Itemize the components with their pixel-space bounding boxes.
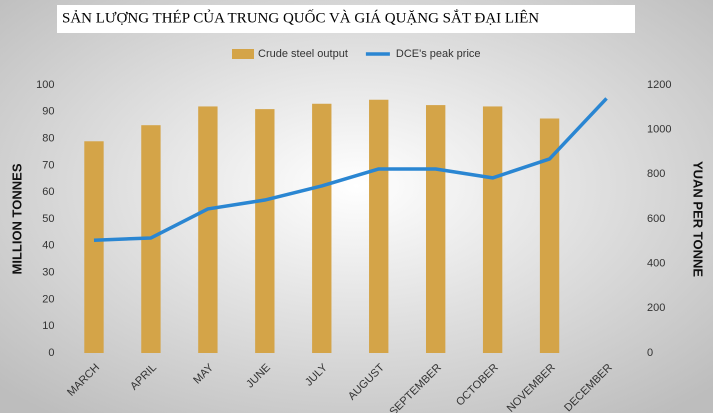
y-tick-label: 0 [48, 347, 54, 359]
y2-tick-label: 800 [647, 168, 665, 180]
y2-tick-label: 1000 [647, 124, 671, 136]
bar [255, 109, 275, 354]
y2-tick-label: 1200 [647, 79, 671, 91]
bar [369, 99, 389, 354]
y-tick-label: 10 [42, 320, 54, 332]
y-tick-label: 100 [36, 79, 54, 91]
bar [425, 105, 446, 353]
y-tick-label: 20 [42, 293, 54, 305]
y2-tick-label: 0 [647, 347, 653, 359]
y2-tick-label: 600 [647, 213, 665, 225]
legend-swatch [232, 49, 254, 59]
bar [482, 106, 503, 353]
y-tick-label: 90 [42, 106, 54, 118]
y-tick-label: 70 [42, 159, 54, 171]
y2-axis-title: YUAN PER TONNE [691, 161, 706, 277]
bar [539, 118, 560, 353]
bar [198, 106, 218, 353]
y-tick-label: 80 [42, 133, 54, 145]
chart-title: SẢN LƯỢNG THÉP CỦA TRUNG QUỐC VÀ GIÁ QUẶ… [62, 8, 539, 26]
bar [84, 141, 104, 353]
y-tick-label: 40 [42, 240, 54, 252]
y2-tick-label: 400 [647, 258, 665, 270]
line [93, 97, 608, 242]
legend-label: Crude steel output [258, 48, 348, 60]
y2-tick-label: 200 [647, 302, 665, 314]
title-box [57, 5, 635, 33]
y-tick-label: 60 [42, 186, 54, 198]
legend-label: DCE's peak price [396, 48, 481, 60]
bar [312, 103, 332, 353]
y-axis-title: MILLION TONNES [9, 163, 24, 274]
y-tick-label: 50 [42, 213, 54, 225]
y-tick-label: 30 [42, 267, 54, 279]
